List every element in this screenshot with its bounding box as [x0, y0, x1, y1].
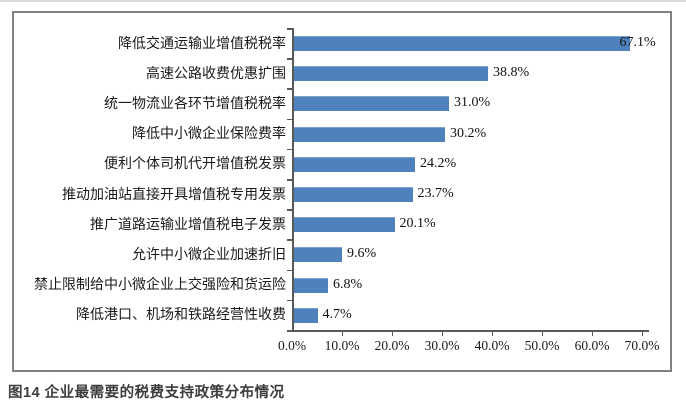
x-tick-label: 40.0%	[474, 338, 510, 353]
chart-container: 降低交通运输业增值税税率 67.1% 高速公路收费优惠扩围 38.8% 统一物流业各环节…	[12, 11, 672, 372]
x-tick-label: 10.0%	[324, 338, 360, 353]
x-axis-tick	[641, 330, 643, 336]
value-label: 23.7%	[417, 186, 454, 201]
x-tick-label: 60.0%	[574, 338, 610, 353]
value-label: 20.1%	[399, 216, 436, 232]
category-label: 统一物流业各环节增值税税率	[104, 94, 286, 111]
y-axis-tick	[287, 28, 292, 30]
value-label: 6.8%	[333, 276, 363, 292]
category-label: 降低港口、机场和铁路经营性收费	[76, 306, 286, 323]
x-axis-line	[292, 330, 649, 332]
value-label: 4.7%	[322, 306, 352, 322]
value-label: 67.1%	[619, 35, 656, 50]
bar	[294, 217, 395, 233]
bar	[294, 126, 445, 142]
x-axis-tick	[441, 330, 443, 336]
x-tick-label: 20.0%	[374, 338, 410, 353]
y-axis-line	[292, 28, 294, 331]
x-tick-label: 50.0%	[524, 338, 560, 353]
category-label: 降低中小微企业保险费率	[132, 125, 286, 142]
value-label: 9.6%	[347, 246, 377, 262]
y-axis-tick	[287, 299, 292, 302]
y-axis-tick	[287, 118, 292, 121]
y-axis-tick	[287, 148, 292, 151]
y-axis-tick	[287, 88, 292, 90]
x-axis-tick	[341, 330, 343, 336]
category-label: 推广道路运输业增值税电子发票	[90, 215, 286, 232]
y-axis-tick	[287, 269, 292, 272]
page-top-border	[0, 0, 686, 2]
x-tick-label: 70.0%	[624, 338, 660, 353]
chart-caption: 图14 企业最需要的税费支持政策分布情况	[8, 385, 285, 401]
category-label: 推动加油站直接开具增值税专用发票	[62, 185, 286, 202]
y-axis-tick	[287, 239, 292, 241]
value-label: 38.8%	[493, 65, 530, 81]
value-label: 31.0%	[454, 95, 491, 111]
category-label: 降低交通运输业增值税税率	[118, 34, 286, 51]
y-axis-tick	[287, 58, 292, 60]
x-tick-label: 30.0%	[424, 338, 460, 353]
bar	[294, 66, 488, 82]
x-axis-tick	[391, 330, 393, 336]
bar	[294, 96, 449, 112]
bar	[294, 36, 630, 51]
category-label: 禁止限制给中小微企业上交强险和货运险	[34, 276, 286, 293]
x-axis-tick	[541, 330, 543, 336]
category-label: 便利个体司机代开增值税发票	[104, 155, 286, 172]
value-label: 24.2%	[420, 155, 457, 171]
bar	[294, 156, 415, 172]
category-label: 允许中小微企业加速折旧	[132, 245, 286, 262]
y-axis-tick	[287, 179, 292, 181]
bar	[294, 247, 342, 263]
bar	[294, 187, 413, 202]
category-label: 高速公路收费优惠扩围	[146, 64, 286, 81]
value-label: 30.2%	[450, 125, 487, 141]
x-tick-label: 0.0%	[277, 338, 307, 353]
x-axis-tick	[491, 330, 493, 336]
x-axis-tick	[591, 330, 593, 336]
bar	[294, 307, 318, 323]
y-axis-tick	[287, 209, 292, 211]
bar	[294, 277, 328, 293]
y-axis-tick	[287, 330, 292, 332]
plot-area: 降低交通运输业增值税税率 67.1% 高速公路收费优惠扩围 38.8% 统一物流业各环节…	[14, 13, 670, 370]
